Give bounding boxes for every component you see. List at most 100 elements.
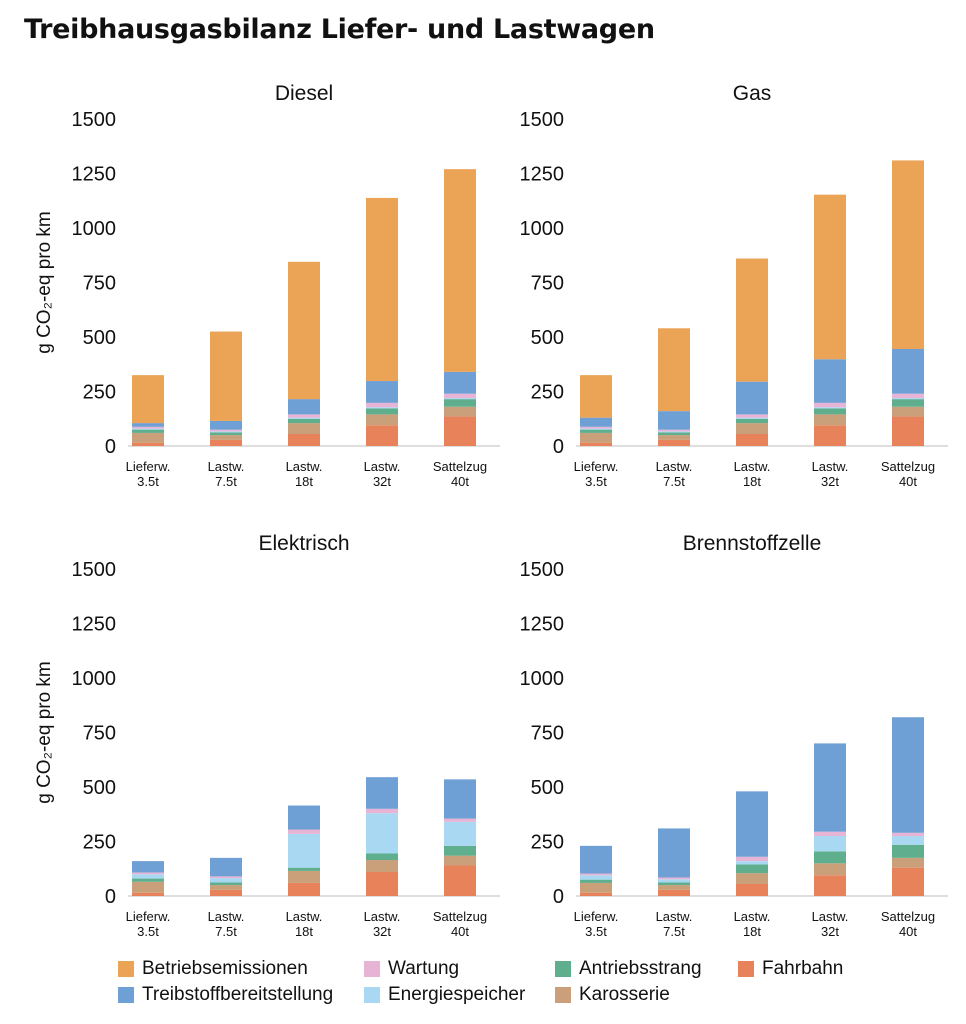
bar-segment-antriebsstrang xyxy=(132,878,164,882)
bar-segment-betriebsemissionen xyxy=(580,375,612,418)
bar-segment-betriebsemissionen xyxy=(658,328,690,412)
bar-segment-wartung xyxy=(736,856,768,862)
y-axis-title: g CO₂-eq pro km xyxy=(34,211,55,354)
legend-swatch xyxy=(555,987,571,1003)
x-tick-label: Lastw. xyxy=(656,909,693,924)
legend-label: Karosserie xyxy=(579,984,670,1005)
y-tick-label: 250 xyxy=(531,382,564,404)
bar-segment-karosserie xyxy=(580,432,612,443)
bar-segment-treibstoffbereitstellung xyxy=(658,828,690,878)
legend-label: Treibstoffbereitstellung xyxy=(142,984,334,1005)
y-tick-label: 0 xyxy=(105,886,116,908)
bar-segment-antriebsstrang xyxy=(892,399,924,407)
bar-segment-energiespeicher xyxy=(736,417,768,419)
x-tick-label: Lieferw. xyxy=(126,909,171,924)
bar-segment-treibstoffbereitstellung xyxy=(444,779,476,819)
bar-segment-karosserie xyxy=(288,423,320,435)
legend-swatch xyxy=(364,961,380,977)
bar-segment-energiespeicher xyxy=(892,398,924,400)
legend-item-karosserie: Karosserie xyxy=(555,984,670,1006)
bar-segment-fahrbahn xyxy=(814,875,846,896)
bar-segment-wartung xyxy=(444,393,476,399)
x-tick-sublabel: 7.5t xyxy=(215,474,237,489)
legend-label: Fahrbahn xyxy=(762,958,844,979)
x-tick-label: Lastw. xyxy=(734,909,771,924)
bar-segment-antriebsstrang xyxy=(444,845,476,856)
bar-segment-wartung xyxy=(132,872,164,875)
bar-segment-energiespeicher xyxy=(366,813,398,854)
x-tick-sublabel: 32t xyxy=(373,924,391,939)
bar-segment-wartung xyxy=(736,414,768,418)
bar-segment-fahrbahn xyxy=(736,434,768,446)
bar-segment-karosserie xyxy=(580,882,612,893)
legend-item-betriebsemissionen: Betriebsemissionen xyxy=(118,958,308,980)
bar-segment-antriebsstrang xyxy=(444,399,476,407)
bar-segment-wartung xyxy=(658,429,690,432)
x-tick-sublabel: 40t xyxy=(899,474,917,489)
chart-subtitle: Brennstoffzelle xyxy=(683,532,822,555)
chart-subtitle: Elektrisch xyxy=(258,532,349,555)
bar-segment-energiespeicher xyxy=(814,836,846,852)
bar-segment-fahrbahn xyxy=(210,439,242,446)
y-tick-label: 1250 xyxy=(72,614,117,636)
y-tick-label: 1500 xyxy=(72,559,117,581)
bar-segment-karosserie xyxy=(658,435,690,440)
bar-segment-energiespeicher xyxy=(658,431,690,433)
bar-segment-fahrbahn xyxy=(658,439,690,446)
x-tick-label: Lastw. xyxy=(812,909,849,924)
bar-segment-treibstoffbereitstellung xyxy=(736,381,768,415)
y-tick-label: 1500 xyxy=(520,109,565,131)
y-tick-label: 1250 xyxy=(72,164,117,186)
bar-segment-betriebsemissionen xyxy=(444,169,476,372)
bar-segment-fahrbahn xyxy=(580,442,612,446)
x-tick-sublabel: 32t xyxy=(821,474,839,489)
bar-segment-energiespeicher xyxy=(580,428,612,430)
bar-segment-fahrbahn xyxy=(288,434,320,446)
y-tick-label: 250 xyxy=(83,382,116,404)
bar-segment-karosserie xyxy=(210,435,242,440)
bar-segment-wartung xyxy=(444,818,476,822)
bar-segment-antriebsstrang xyxy=(366,408,398,415)
y-tick-label: 1500 xyxy=(520,559,565,581)
bar-segment-treibstoffbereitstellung xyxy=(736,791,768,857)
bar-segment-fahrbahn xyxy=(814,425,846,446)
x-tick-sublabel: 7.5t xyxy=(663,474,685,489)
legend-swatch xyxy=(364,987,380,1003)
bar-segment-betriebsemissionen xyxy=(366,197,398,382)
x-tick-sublabel: 18t xyxy=(295,924,313,939)
legend-swatch xyxy=(118,961,134,977)
legend-swatch xyxy=(738,961,754,977)
x-tick-label: Lastw. xyxy=(208,459,245,474)
chart-subtitle: Gas xyxy=(733,82,772,105)
y-tick-label: 0 xyxy=(553,886,564,908)
bar-segment-antriebsstrang xyxy=(814,851,846,864)
bar-segment-antriebsstrang xyxy=(580,429,612,433)
bar-segment-fahrbahn xyxy=(658,889,690,896)
legend-label: Energiespeicher xyxy=(388,984,526,1005)
x-tick-sublabel: 40t xyxy=(899,924,917,939)
bar-segment-treibstoffbereitstellung xyxy=(892,717,924,833)
bar-segment-karosserie xyxy=(892,857,924,868)
x-tick-sublabel: 3.5t xyxy=(137,924,159,939)
bar-segment-wartung xyxy=(288,829,320,834)
x-tick-label: Sattelzug xyxy=(881,909,935,924)
y-tick-label: 0 xyxy=(553,436,564,458)
bar-segment-fahrbahn xyxy=(444,416,476,446)
bar-segment-treibstoffbereitstellung xyxy=(658,411,690,430)
x-tick-label: Lastw. xyxy=(734,459,771,474)
legend-swatch xyxy=(118,987,134,1003)
y-tick-label: 750 xyxy=(531,723,564,745)
bar-segment-energiespeicher xyxy=(444,821,476,846)
x-tick-label: Lastw. xyxy=(364,459,401,474)
bar-segment-wartung xyxy=(658,877,690,880)
legend-item-antriebsstrang: Antriebsstrang xyxy=(555,958,702,980)
bar-segment-fahrbahn xyxy=(132,442,164,446)
x-tick-sublabel: 18t xyxy=(743,924,761,939)
x-tick-label: Lastw. xyxy=(364,909,401,924)
y-tick-label: 750 xyxy=(83,273,116,295)
x-tick-label: Lieferw. xyxy=(574,909,619,924)
x-tick-sublabel: 18t xyxy=(743,474,761,489)
bar-segment-treibstoffbereitstellung xyxy=(132,423,164,427)
x-tick-label: Lieferw. xyxy=(126,459,171,474)
y-tick-label: 250 xyxy=(83,832,116,854)
